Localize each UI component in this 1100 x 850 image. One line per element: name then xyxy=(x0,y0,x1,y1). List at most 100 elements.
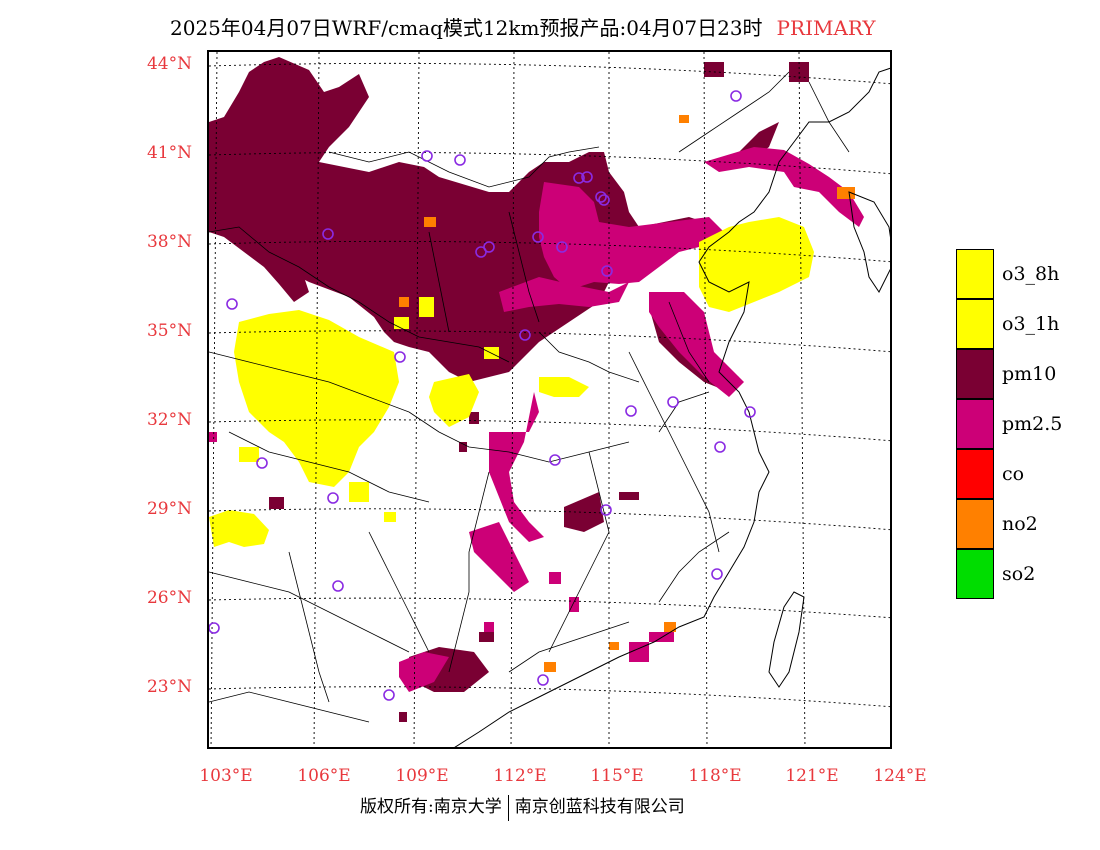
station-marker xyxy=(601,265,613,277)
lon-label: 106°E xyxy=(297,766,351,786)
copyright-left: 版权所有:南京大学 xyxy=(360,797,502,817)
legend-label: no2 xyxy=(1002,513,1038,535)
station-marker xyxy=(256,457,268,469)
pm25-patch xyxy=(209,432,217,442)
legend-swatch xyxy=(956,449,994,499)
station-marker xyxy=(598,194,610,206)
lat-label: 44°N xyxy=(146,54,192,74)
pm25-patch xyxy=(484,622,494,632)
legend-item-so2: so2 xyxy=(956,549,1096,599)
legend-swatch xyxy=(956,349,994,399)
no2-patch xyxy=(837,187,855,199)
lon-label: 109°E xyxy=(395,766,449,786)
lon-label: 103°E xyxy=(199,766,253,786)
station-marker xyxy=(595,191,607,203)
o3-patch xyxy=(419,297,434,317)
map-canvas xyxy=(209,52,890,747)
o3-patch xyxy=(239,447,259,462)
o3-region-shandong xyxy=(699,217,814,312)
pollutant-map xyxy=(207,50,892,749)
lat-label: 38°N xyxy=(146,232,192,252)
station-marker xyxy=(714,441,726,453)
legend-item-pm25: pm2.5 xyxy=(956,399,1096,449)
pm10-patch xyxy=(704,62,724,77)
legend-swatch xyxy=(956,299,994,349)
map-title-main: 2025年04月07日WRF/cmaq模式12km预报产品:04月07日23时 xyxy=(170,16,763,40)
pm25-region-core xyxy=(539,182,724,290)
station-markers xyxy=(209,90,756,701)
legend-label: o3_8h xyxy=(1002,263,1060,285)
o3-region-west xyxy=(209,510,269,547)
station-marker xyxy=(744,406,756,418)
station-marker xyxy=(625,405,637,417)
pm10-patch xyxy=(399,712,407,722)
pm10-patch xyxy=(269,497,284,509)
station-marker xyxy=(581,171,593,183)
station-marker xyxy=(519,329,531,341)
graticule xyxy=(209,52,890,747)
lat-label: 32°N xyxy=(146,410,192,430)
station-marker xyxy=(549,454,561,466)
map-title: 2025年04月07日WRF/cmaq模式12km预报产品:04月07日23时 P… xyxy=(170,12,1000,41)
station-marker xyxy=(475,246,487,258)
station-marker xyxy=(421,150,433,162)
pm25-region-central xyxy=(489,392,544,542)
o3-region-hubei xyxy=(429,374,479,427)
station-marker xyxy=(667,396,679,408)
no2-patch xyxy=(679,115,689,123)
pm25-region-band xyxy=(499,277,629,312)
lon-label: 112°E xyxy=(493,766,547,786)
station-marker xyxy=(556,241,568,253)
copyright-footer: 版权所有:南京大学 南京创蓝科技有限公司 xyxy=(360,792,685,821)
no2-patch xyxy=(609,642,619,650)
legend-label: so2 xyxy=(1002,563,1036,585)
coastline xyxy=(454,67,890,747)
copyright-right: 南京创蓝科技有限公司 xyxy=(514,797,685,817)
pm10-patch xyxy=(619,492,639,500)
station-marker xyxy=(483,241,495,253)
taiwan-outline xyxy=(768,591,805,688)
station-marker xyxy=(226,298,238,310)
pm25-patch xyxy=(569,597,579,612)
station-marker xyxy=(383,689,395,701)
legend-item-no2: no2 xyxy=(956,499,1096,549)
lon-label: 124°E xyxy=(873,766,927,786)
pm25-region-east xyxy=(649,292,744,397)
station-marker xyxy=(573,172,585,184)
station-marker xyxy=(322,228,334,240)
station-marker xyxy=(394,351,406,363)
o3-patch xyxy=(384,512,396,522)
no2-regions xyxy=(399,115,855,672)
legend-label: co xyxy=(1002,463,1025,485)
station-marker xyxy=(537,674,549,686)
lon-label: 121°E xyxy=(785,766,839,786)
pollutant-legend: o3_8h o3_1h pm10 pm2.5 co no2 so2 xyxy=(956,249,1096,599)
station-marker xyxy=(532,231,544,243)
lat-label: 23°N xyxy=(146,677,192,697)
pm10-patch xyxy=(459,442,467,452)
legend-item-pm10: pm10 xyxy=(956,349,1096,399)
pm25-patch xyxy=(629,642,649,662)
station-marker xyxy=(711,568,723,580)
map-title-tag: PRIMARY xyxy=(776,16,876,40)
footer-divider xyxy=(507,794,509,821)
legend-item-o3-8h: o3_8h xyxy=(956,249,1096,299)
legend-label: pm2.5 xyxy=(1002,413,1063,435)
station-marker xyxy=(730,90,742,102)
legend-item-co: co xyxy=(956,449,1096,499)
lon-label: 118°E xyxy=(688,766,742,786)
lat-label: 41°N xyxy=(146,143,192,163)
legend-item-o3-1h: o3_1h xyxy=(956,299,1096,349)
o3-patch xyxy=(394,317,409,329)
station-marker xyxy=(327,492,339,504)
pm25-region-west-south xyxy=(469,522,529,592)
legend-label: pm10 xyxy=(1002,363,1057,385)
station-marker xyxy=(454,154,466,166)
station-marker xyxy=(209,622,220,634)
korea-outline xyxy=(848,191,890,293)
lat-label: 29°N xyxy=(146,499,192,519)
pm10-patch xyxy=(469,412,479,424)
legend-swatch xyxy=(956,249,994,299)
lat-label: 26°N xyxy=(146,588,192,608)
legend-swatch xyxy=(956,399,994,449)
